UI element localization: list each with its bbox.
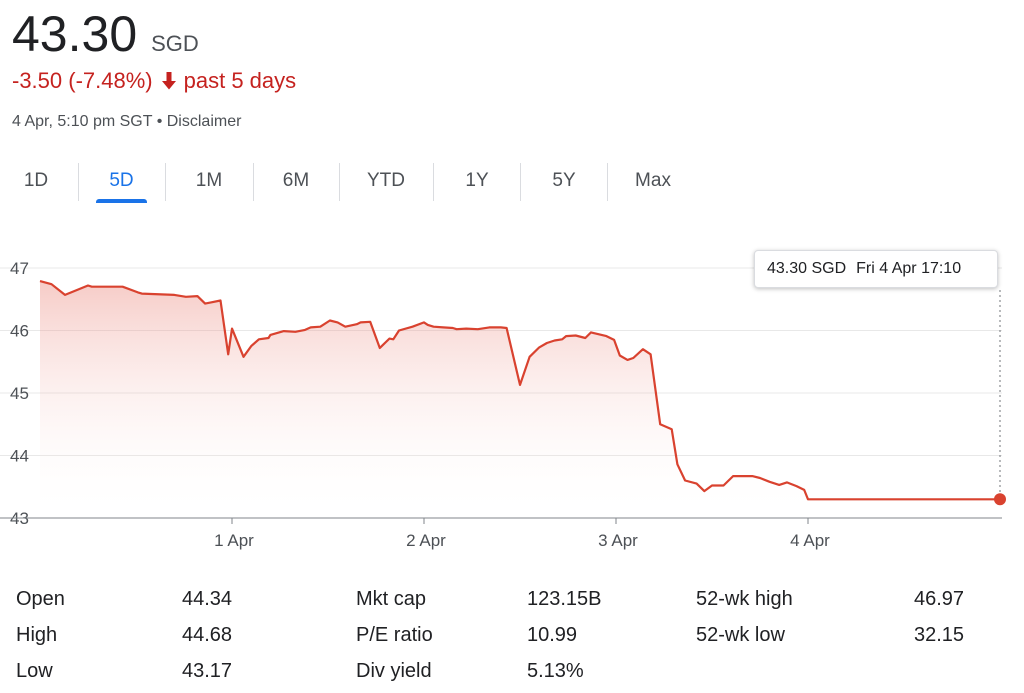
tab-divider [165, 163, 166, 201]
tab-divider [253, 163, 254, 201]
stat-label-high: High [16, 624, 58, 646]
stat-label-mkt-cap: Mkt cap [356, 588, 427, 610]
stat-value-low: 43.17 [182, 660, 233, 682]
x-tick-label: 2 Apr [406, 531, 446, 550]
stat-label-pe-ratio: P/E ratio [356, 624, 433, 646]
price-change: -3.50 (-7.48%) past 5 days [12, 68, 296, 94]
stat-label-52wk-low: 52-wk low [696, 624, 785, 646]
tab-5y[interactable]: 5Y [541, 157, 587, 205]
currency-code: SGD [151, 31, 199, 56]
tab-1y[interactable]: 1Y [454, 157, 500, 205]
price-tooltip: 43.30 SGD Fri 4 Apr 17:10 [754, 250, 998, 288]
quote-timestamp: 4 Apr, 5:10 pm SGT [12, 113, 153, 130]
quote-timestamp-row: 4 Apr, 5:10 pm SGT • Disclaimer [12, 113, 241, 131]
tab-label: 5D [109, 170, 134, 191]
stat-label-low: Low [16, 660, 53, 682]
y-tick-label: 46 [10, 322, 29, 341]
y-tick-label: 44 [10, 447, 29, 466]
stat-label-div-yield: Div yield [356, 660, 432, 682]
x-tick-label: 3 Apr [598, 531, 638, 550]
current-price: 43.30 [12, 6, 138, 62]
tab-label: 1Y [465, 170, 489, 191]
stat-label-open: Open [16, 588, 65, 610]
x-tick-label: 1 Apr [214, 531, 254, 550]
tooltip-date: Fri 4 Apr 17:10 [856, 260, 962, 277]
separator-dot: • [156, 113, 163, 130]
tab-divider [607, 163, 608, 201]
y-tick-label: 47 [10, 259, 29, 278]
tab-1d[interactable]: 1D [14, 157, 58, 205]
tab-label: 5Y [552, 170, 576, 191]
tab-6m[interactable]: 6M [273, 157, 319, 205]
price-header: 43.30 SGD [12, 6, 199, 62]
stat-value-mkt-cap: 123.15B [527, 588, 602, 610]
change-period: past 5 days [183, 68, 297, 93]
stat-value-52wk-low: 32.15 [914, 624, 965, 646]
change-amount: -3.50 (-7.48%) [12, 68, 153, 93]
price-area-fill [40, 281, 1000, 518]
stat-label-52wk-high: 52-wk high [696, 588, 793, 610]
tab-label: 1D [23, 170, 49, 191]
stat-value-high: 44.68 [182, 624, 233, 646]
price-line [39, 280, 1000, 501]
tab-label: Max [635, 170, 671, 191]
tab-label: 6M [282, 170, 310, 191]
tab-divider [78, 163, 79, 201]
tab-ytd[interactable]: YTD [360, 157, 412, 205]
tab-max[interactable]: Max [628, 157, 678, 205]
tab-1m[interactable]: 1M [186, 157, 232, 205]
tab-divider [339, 163, 340, 201]
arrow-down-icon [161, 71, 177, 91]
tab-label: 1M [195, 170, 223, 191]
stat-value-div-yield: 5.13% [527, 660, 584, 682]
tab-divider [433, 163, 434, 201]
active-tab-indicator [96, 199, 147, 203]
stat-value-pe-ratio: 10.99 [527, 624, 578, 646]
stat-value-open: 44.34 [182, 588, 233, 610]
range-tabs: 1D 5D 1M 6M YTD 1Y 5Y Max [0, 157, 700, 205]
tab-5d[interactable]: 5D [96, 157, 147, 205]
current-price-marker [994, 493, 1006, 506]
y-tick-label: 45 [10, 384, 29, 403]
tab-divider [520, 163, 521, 201]
tab-label: YTD [367, 170, 405, 191]
tooltip-price: 43.30 SGD [767, 260, 847, 277]
x-tick-label: 4 Apr [790, 531, 830, 550]
disclaimer-link[interactable]: Disclaimer [166, 113, 242, 130]
stat-value-52wk-high: 46.97 [914, 588, 965, 610]
